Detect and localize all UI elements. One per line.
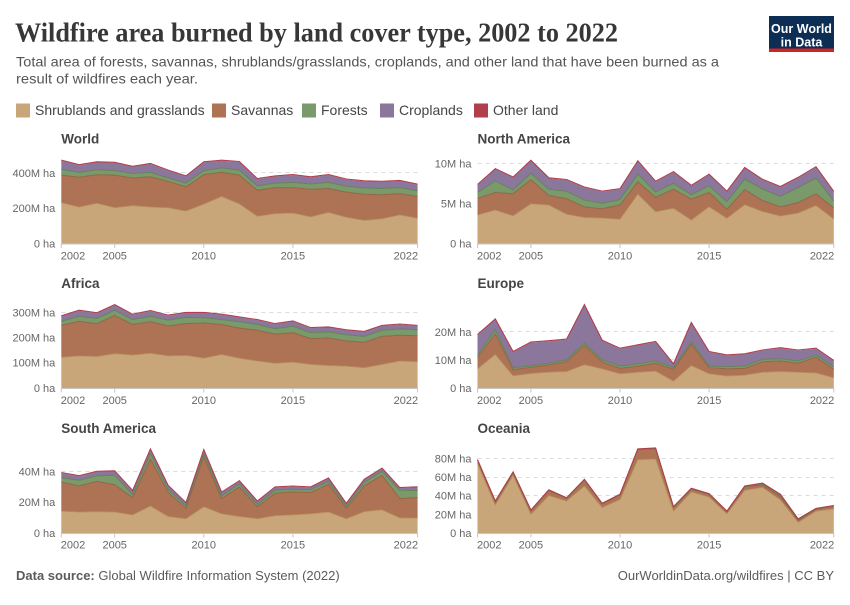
svg-text:2022: 2022 — [810, 250, 834, 262]
svg-text:10M ha: 10M ha — [435, 355, 473, 367]
svg-text:400M ha: 400M ha — [12, 168, 56, 180]
svg-text:2010: 2010 — [608, 250, 632, 262]
svg-text:Oceania: Oceania — [478, 421, 531, 436]
svg-text:2002: 2002 — [61, 539, 85, 551]
svg-text:Total area of forests, savanna: Total area of forests, savannas, shrubla… — [16, 54, 719, 70]
svg-text:in Data: in Data — [781, 36, 824, 50]
svg-text:Savannas: Savannas — [231, 102, 293, 118]
svg-text:Croplands: Croplands — [399, 102, 463, 118]
svg-text:2005: 2005 — [102, 395, 126, 407]
svg-text:2005: 2005 — [102, 539, 126, 551]
svg-text:Wildfire area burned by land c: Wildfire area burned by land cover type,… — [15, 18, 618, 48]
svg-text:2022: 2022 — [810, 539, 834, 551]
svg-text:2015: 2015 — [281, 250, 305, 262]
svg-text:60M ha: 60M ha — [435, 472, 473, 484]
svg-text:5M ha: 5M ha — [441, 198, 472, 210]
svg-text:Africa: Africa — [61, 276, 100, 291]
svg-text:2010: 2010 — [192, 539, 216, 551]
svg-text:Other land: Other land — [493, 102, 558, 118]
svg-text:2010: 2010 — [608, 539, 632, 551]
svg-text:10M ha: 10M ha — [435, 158, 473, 170]
svg-text:2015: 2015 — [697, 250, 721, 262]
svg-text:2015: 2015 — [281, 539, 305, 551]
svg-text:20M ha: 20M ha — [435, 509, 473, 521]
svg-text:OurWorldinData.org/wildfires |: OurWorldinData.org/wildfires | CC BY — [618, 568, 835, 583]
svg-text:2015: 2015 — [281, 395, 305, 407]
svg-text:Data source: Global Wildfire I: Data source: Global Wildfire Information… — [16, 568, 340, 583]
svg-text:2002: 2002 — [477, 539, 501, 551]
svg-text:2002: 2002 — [477, 250, 501, 262]
svg-text:2005: 2005 — [519, 395, 543, 407]
svg-text:Shrublands and grasslands: Shrublands and grasslands — [35, 102, 205, 118]
svg-text:20M ha: 20M ha — [435, 327, 473, 339]
svg-text:2015: 2015 — [697, 539, 721, 551]
svg-text:2022: 2022 — [810, 395, 834, 407]
svg-text:result of wildfires each year.: result of wildfires each year. — [16, 71, 198, 87]
svg-text:0 ha: 0 ha — [34, 383, 56, 395]
svg-text:Forests: Forests — [321, 102, 368, 118]
svg-text:2022: 2022 — [394, 395, 418, 407]
svg-text:80M ha: 80M ha — [435, 454, 473, 466]
svg-text:2010: 2010 — [192, 395, 216, 407]
svg-text:2005: 2005 — [519, 250, 543, 262]
svg-text:2022: 2022 — [394, 250, 418, 262]
svg-text:0 ha: 0 ha — [34, 238, 56, 250]
svg-text:100M ha: 100M ha — [12, 358, 56, 370]
svg-text:South America: South America — [61, 421, 156, 436]
svg-text:2005: 2005 — [519, 539, 543, 551]
svg-text:2010: 2010 — [608, 395, 632, 407]
svg-text:200M ha: 200M ha — [12, 333, 56, 345]
svg-text:0 ha: 0 ha — [34, 528, 56, 540]
svg-text:2022: 2022 — [394, 539, 418, 551]
svg-text:World: World — [61, 132, 99, 147]
svg-text:2010: 2010 — [192, 250, 216, 262]
svg-text:40M ha: 40M ha — [19, 466, 57, 478]
svg-text:20M ha: 20M ha — [19, 497, 57, 509]
svg-text:2015: 2015 — [697, 395, 721, 407]
svg-text:2002: 2002 — [477, 395, 501, 407]
svg-text:300M ha: 300M ha — [12, 307, 56, 319]
svg-text:0 ha: 0 ha — [450, 383, 472, 395]
svg-text:2005: 2005 — [102, 250, 126, 262]
svg-text:200M ha: 200M ha — [12, 203, 56, 215]
svg-text:0 ha: 0 ha — [450, 528, 472, 540]
svg-text:2002: 2002 — [61, 250, 85, 262]
svg-text:North America: North America — [478, 132, 571, 147]
svg-text:2002: 2002 — [61, 395, 85, 407]
svg-text:Our World: Our World — [771, 22, 832, 36]
svg-text:Europe: Europe — [478, 276, 525, 291]
svg-text:0 ha: 0 ha — [450, 238, 472, 250]
svg-text:40M ha: 40M ha — [435, 491, 473, 503]
